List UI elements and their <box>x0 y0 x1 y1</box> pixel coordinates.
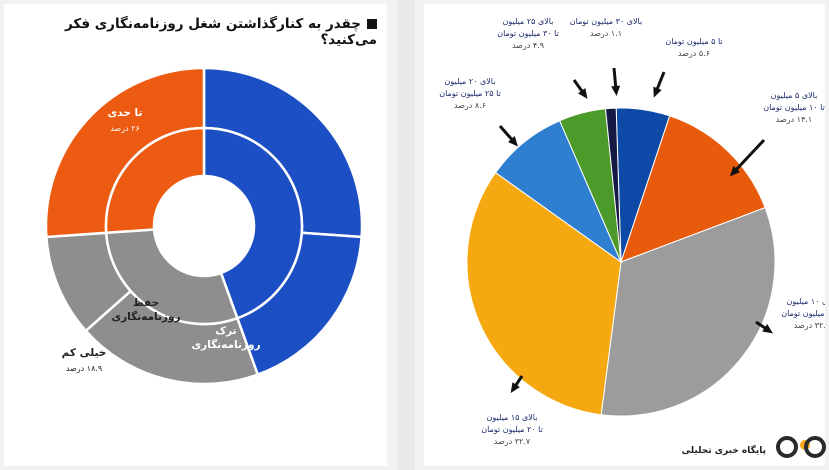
pie-label-line: تا ۳۰ میلیون تومان <box>497 29 559 38</box>
pie-label-value: ۴.۹ درصد <box>512 41 544 50</box>
donut-outer-value: ۱۸.۳ درصد <box>232 408 269 417</box>
logo-ring-icon <box>804 436 826 458</box>
pie-label-line: تا ۱۵ میلیون تومان <box>781 309 825 318</box>
logo-ring-icon <box>776 436 798 458</box>
chart-title-text: چقدر به کنارگذاشتن شغل روزنامه‌نگاری فکر… <box>65 16 377 48</box>
donut-inner-label: حفظ <box>133 297 159 309</box>
pie-slice-label: بالای ۲۰ میلیون تا ۲۵ میلیون تومان ۸.۶ درص… <box>439 77 501 110</box>
donut-inner-label: ترک <box>215 325 236 337</box>
title-square-icon <box>367 19 377 29</box>
pie-slice <box>494 120 623 264</box>
pie-slice <box>466 171 622 416</box>
donut-outer-value: ۲۶ درصد <box>110 124 140 133</box>
pie-label-line: تا ۲۵ میلیون تومان <box>439 89 501 98</box>
pie-label-line: بالای ۱۵ میلیون <box>487 413 538 422</box>
pie-label-value: ۱۴.۱ درصد <box>776 115 812 124</box>
pie-slice-label: بالای ۳۰ میلیون تومان ۱.۱ درصد <box>570 17 642 38</box>
pie-label-line: بالای ۵ میلیون <box>771 91 818 100</box>
pie-arrowhead-icon <box>611 85 621 96</box>
logo-text: پایگاه خبری تحلیلی <box>681 446 766 456</box>
pie-label-value: ۵.۶ درصد <box>678 49 710 58</box>
pie-label-line: تا ۲۰ میلیون تومان <box>481 425 543 434</box>
pie-label-value: ۱.۱ درصد <box>590 29 622 38</box>
donut-hole <box>154 176 254 276</box>
pie-label-line: بالای ۳۰ میلیون تومان <box>570 17 642 26</box>
donut-outer-label: خیلی کم <box>62 347 107 359</box>
pie-slice <box>600 207 776 417</box>
pie-arrowhead-icon <box>762 324 773 334</box>
donut-inner-label: روزنامه‌نگاری <box>111 310 180 323</box>
pie-slice-label: بالای ۲۵ میلیون تا ۳۰ میلیون تومان ۴.۹ درص… <box>497 17 559 50</box>
pie-arrowhead-icon <box>578 88 588 99</box>
pie-slice-label: بالای ۱۰ میلیون تا ۱۵ میلیون تومان ۳۲.۷ در… <box>781 297 829 330</box>
pie-chart: تا ۵ میلیون تومان ۵.۶ درصد بالای ۵ میلیون ت… <box>439 17 829 446</box>
pie-label-line: تا ۵ میلیون تومان <box>665 37 722 46</box>
pie-label-value: ۸.۶ درصد <box>454 101 486 110</box>
donut-outer-label: تا حدی <box>108 107 143 119</box>
pie-slice <box>604 107 622 263</box>
donut-outer-label: زیاد <box>240 391 259 403</box>
pie-arrow-icon <box>732 138 766 174</box>
pie-slice <box>620 115 766 263</box>
panel-divider <box>397 0 415 470</box>
pie-label-line: تا ۱۰ میلیون تومان <box>763 103 825 112</box>
pie-slice-label: بالای ۵ میلیون تا ۱۰ میلیون تومان ۱۴.۱ درص… <box>763 91 825 124</box>
left-chart-panel: چقدر به کنارگذاشتن شغل روزنامه‌نگاری فکر… <box>4 4 387 466</box>
pie-label-value: ۳۲.۷ درصد <box>494 437 531 446</box>
pie-arrowhead-icon <box>510 382 520 393</box>
pie-label-line: بالای ۲۰ میلیون <box>445 77 496 86</box>
pie-label-value: ۳۲.۷ درصد <box>794 321 825 330</box>
chart-title: چقدر به کنارگذاشتن شغل روزنامه‌نگاری فکر… <box>22 16 377 48</box>
pie-slice-label: بالای ۱۵ میلیون تا ۲۰ میلیون تومان ۳۲.۷ در… <box>481 413 543 446</box>
pie-arrowhead-icon <box>729 166 740 177</box>
pie-slice-label: تا ۵ میلیون تومان ۵.۶ درصد <box>665 37 722 58</box>
right-chart-panel: تا ۵ میلیون تومان ۵.۶ درصد بالای ۵ میلیون ت… <box>424 4 829 466</box>
donut-outer-value: ۱۸.۹ درصد <box>66 364 102 373</box>
site-logo: پایگاه خبری تحلیلی ۹۰ <box>680 432 826 466</box>
donut-inner-label: روزنامه‌نگاری <box>191 338 260 351</box>
pie-label-line: بالای ۲۵ میلیون <box>503 17 554 26</box>
pie-label-line: بالای ۱۰ میلیون <box>787 297 825 306</box>
pie-arrowhead-icon <box>508 136 518 147</box>
pie-arrowhead-icon <box>653 86 662 98</box>
